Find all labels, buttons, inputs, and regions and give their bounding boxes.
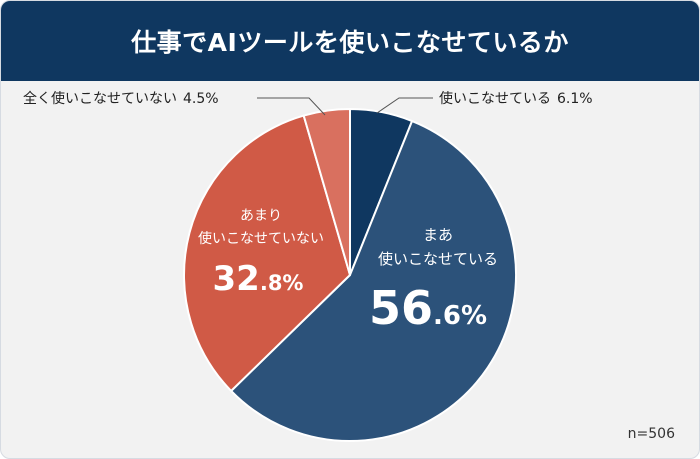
slice-1-percent: 6.1% xyxy=(557,91,593,107)
slice-2-label-line-1: まあ xyxy=(423,226,453,244)
slice-3-label-line-2: 使いこなせていない xyxy=(198,230,324,247)
callout-slice-4: 全く使いこなせていない 4.5% xyxy=(23,90,326,116)
slice-4-label: 全く使いこなせていない xyxy=(23,90,177,107)
callout-slice-1: 使いこなせている 6.1% xyxy=(376,90,593,114)
slice-2-label-line-2: 使いこなせている xyxy=(378,250,498,268)
slice-3-percent-int: 32 xyxy=(213,259,260,299)
slice-3-labels: あまり 使いこなせていない 32.8% xyxy=(198,208,324,299)
slice-2-labels: まあ 使いこなせている 56.6% xyxy=(369,226,498,335)
slice-3-percent-dec: .8% xyxy=(260,271,304,295)
chart-title: 仕事でAIツールを使いこなせているか xyxy=(1,1,699,81)
svg-text:32.8%: 32.8% xyxy=(213,259,304,299)
sample-size-label: n=506 xyxy=(627,426,675,442)
pie-slice-3 xyxy=(183,114,351,392)
pie-slice-2 xyxy=(230,120,517,442)
slice-3-label-line-1: あまり xyxy=(240,208,282,224)
pie-slice-4 xyxy=(302,108,351,276)
slice-2-percent-dec: .6% xyxy=(433,301,487,331)
slice-2-percent-int: 56 xyxy=(369,281,433,335)
pie-slices xyxy=(183,108,517,442)
slice-4-percent: 4.5% xyxy=(183,91,219,107)
slice-1-label: 使いこなせている xyxy=(439,90,551,107)
svg-text:56.6%: 56.6% xyxy=(369,281,487,335)
